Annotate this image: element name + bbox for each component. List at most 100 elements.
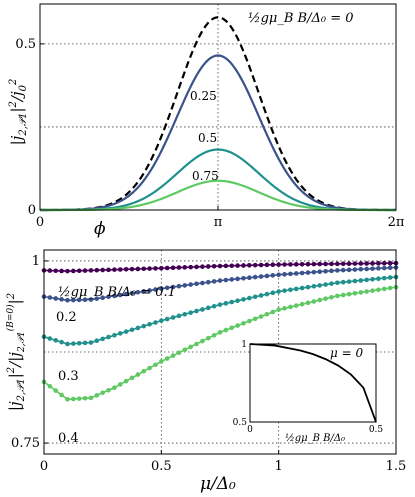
bottom-series-point xyxy=(282,272,287,277)
bottom-series-point xyxy=(258,274,264,279)
bottom-series-point xyxy=(53,296,59,301)
bottom-series-point xyxy=(182,265,188,270)
bottom-series-point xyxy=(112,267,117,272)
bottom-plot-frame xyxy=(43,249,397,455)
bottom-ylabel: |j2,𝒫1|2/|j2,𝒫1(B=0)|2 xyxy=(5,293,27,411)
bottom-series-point xyxy=(100,336,105,342)
bottom-series-point xyxy=(387,285,393,291)
bottom-series-point xyxy=(323,296,328,301)
bottom-series-point xyxy=(147,365,152,371)
bottom-series-point xyxy=(264,311,270,317)
bottom-series-point xyxy=(305,300,311,306)
bottom-series-point xyxy=(129,327,135,333)
bottom-series-point xyxy=(299,301,305,307)
bottom-series-point xyxy=(282,262,287,267)
bottom-series-point xyxy=(252,274,258,280)
top-series-line xyxy=(40,54,396,212)
inset-frame xyxy=(249,343,377,423)
bottom-panel: 0 0.5 1 1.50.751 μ/Δ₀ |j2,𝒫1|2/|j2,𝒫1(B=0)|… xyxy=(5,249,407,494)
bottom-series-point xyxy=(311,299,317,304)
bottom-series-point xyxy=(211,303,217,309)
bottom-series-point xyxy=(112,385,117,391)
bottom-series-point xyxy=(335,268,340,273)
bottom-series-point xyxy=(247,263,252,268)
bottom-series-point xyxy=(176,313,182,319)
bottom-series-point xyxy=(117,292,123,298)
top-ytick-label: 0.5 xyxy=(15,37,36,52)
bottom-curve-label: ½gμ_B B/Δ₀ = 0.1 xyxy=(58,285,176,300)
bottom-series-point xyxy=(229,299,235,305)
bottom-series-point xyxy=(276,272,281,278)
bottom-series-point xyxy=(47,336,53,341)
inset-ytick-label: 1 xyxy=(241,340,247,350)
bottom-series-point xyxy=(65,268,70,274)
top-xtick-label: π xyxy=(214,215,223,230)
bottom-series-point xyxy=(258,314,264,319)
bottom-series-point xyxy=(153,362,158,368)
bottom-series-point xyxy=(123,291,129,297)
bottom-series-point xyxy=(106,267,111,273)
bottom-series-point xyxy=(352,278,358,284)
bottom-annotations: ½gμ_B B/Δ₀ = 0.1 0.2 0.3 0.4 xyxy=(56,285,176,446)
bottom-series-point xyxy=(188,282,193,287)
bottom-series-point xyxy=(135,372,141,377)
bottom-series-point xyxy=(129,375,135,381)
bottom-series-point xyxy=(288,304,293,310)
bottom-series-point xyxy=(147,266,152,271)
bottom-series-point xyxy=(129,266,135,272)
top-panel: 0 π 2π 0 0.5 ϕ |j2,𝒫1|2/j02 ½gμ_B B/Δ₀ = 0 0.… xyxy=(8,3,405,239)
inset-ytick-label: 0.5 xyxy=(233,418,248,428)
bottom-xtick-label: 0 xyxy=(40,459,48,474)
bottom-series-point xyxy=(235,276,240,282)
top-curve-label: ½gμ_B B/Δ₀ = 0 xyxy=(248,11,354,26)
bottom-series-point xyxy=(182,283,188,288)
bottom-series-point xyxy=(135,289,141,295)
bottom-series-point xyxy=(376,287,381,293)
bottom-series-point xyxy=(247,275,252,280)
bottom-series-point xyxy=(71,297,76,303)
bottom-series-point xyxy=(200,264,205,269)
bottom-series-point xyxy=(117,331,123,336)
bottom-series-point xyxy=(258,293,264,298)
bottom-series-point xyxy=(123,378,129,384)
bottom-series-point xyxy=(182,311,188,317)
bottom-series-point xyxy=(141,289,147,294)
bottom-series-point xyxy=(223,263,229,269)
bottom-series-point xyxy=(241,297,246,302)
bottom-series-point xyxy=(340,279,346,285)
bottom-series-point xyxy=(194,308,199,314)
bottom-series-point xyxy=(317,269,323,275)
bottom-curve-label: 0.3 xyxy=(58,369,79,384)
bottom-series-point xyxy=(117,267,123,272)
bottom-series-point xyxy=(223,301,229,306)
bottom-series-point xyxy=(311,283,317,289)
bottom-series-point xyxy=(264,273,270,279)
bottom-curve-label: 0.4 xyxy=(58,431,79,446)
bottom-series-point xyxy=(159,286,164,291)
inset-xlabel: ½gμ_B B/Δ₀ xyxy=(285,433,345,444)
bottom-series-point xyxy=(176,283,182,289)
bottom-series-point xyxy=(352,290,358,296)
bottom-series-point xyxy=(188,344,193,350)
bottom-series-point xyxy=(205,335,211,341)
bottom-series-point xyxy=(117,382,123,387)
bottom-series-point xyxy=(147,322,152,327)
bottom-series-point xyxy=(387,275,393,280)
bottom-xtick-label: 1.5 xyxy=(386,459,407,474)
bottom-series-point xyxy=(205,305,211,311)
bottom-series xyxy=(41,260,399,402)
bottom-series-point xyxy=(282,288,287,293)
bottom-series-point xyxy=(241,263,246,268)
bottom-series-point xyxy=(381,265,387,271)
bottom-series-point xyxy=(317,297,323,303)
bottom-series-point xyxy=(76,297,82,303)
top-curve-label: 0.25 xyxy=(190,89,217,103)
bottom-series-point xyxy=(76,268,82,274)
bottom-series-point xyxy=(71,396,76,402)
top-ytick-label: 0 xyxy=(28,203,36,218)
bottom-series-point xyxy=(217,278,223,283)
bottom-series-point xyxy=(100,267,105,273)
bottom-series-point xyxy=(141,369,147,374)
bottom-series-point xyxy=(335,261,340,267)
